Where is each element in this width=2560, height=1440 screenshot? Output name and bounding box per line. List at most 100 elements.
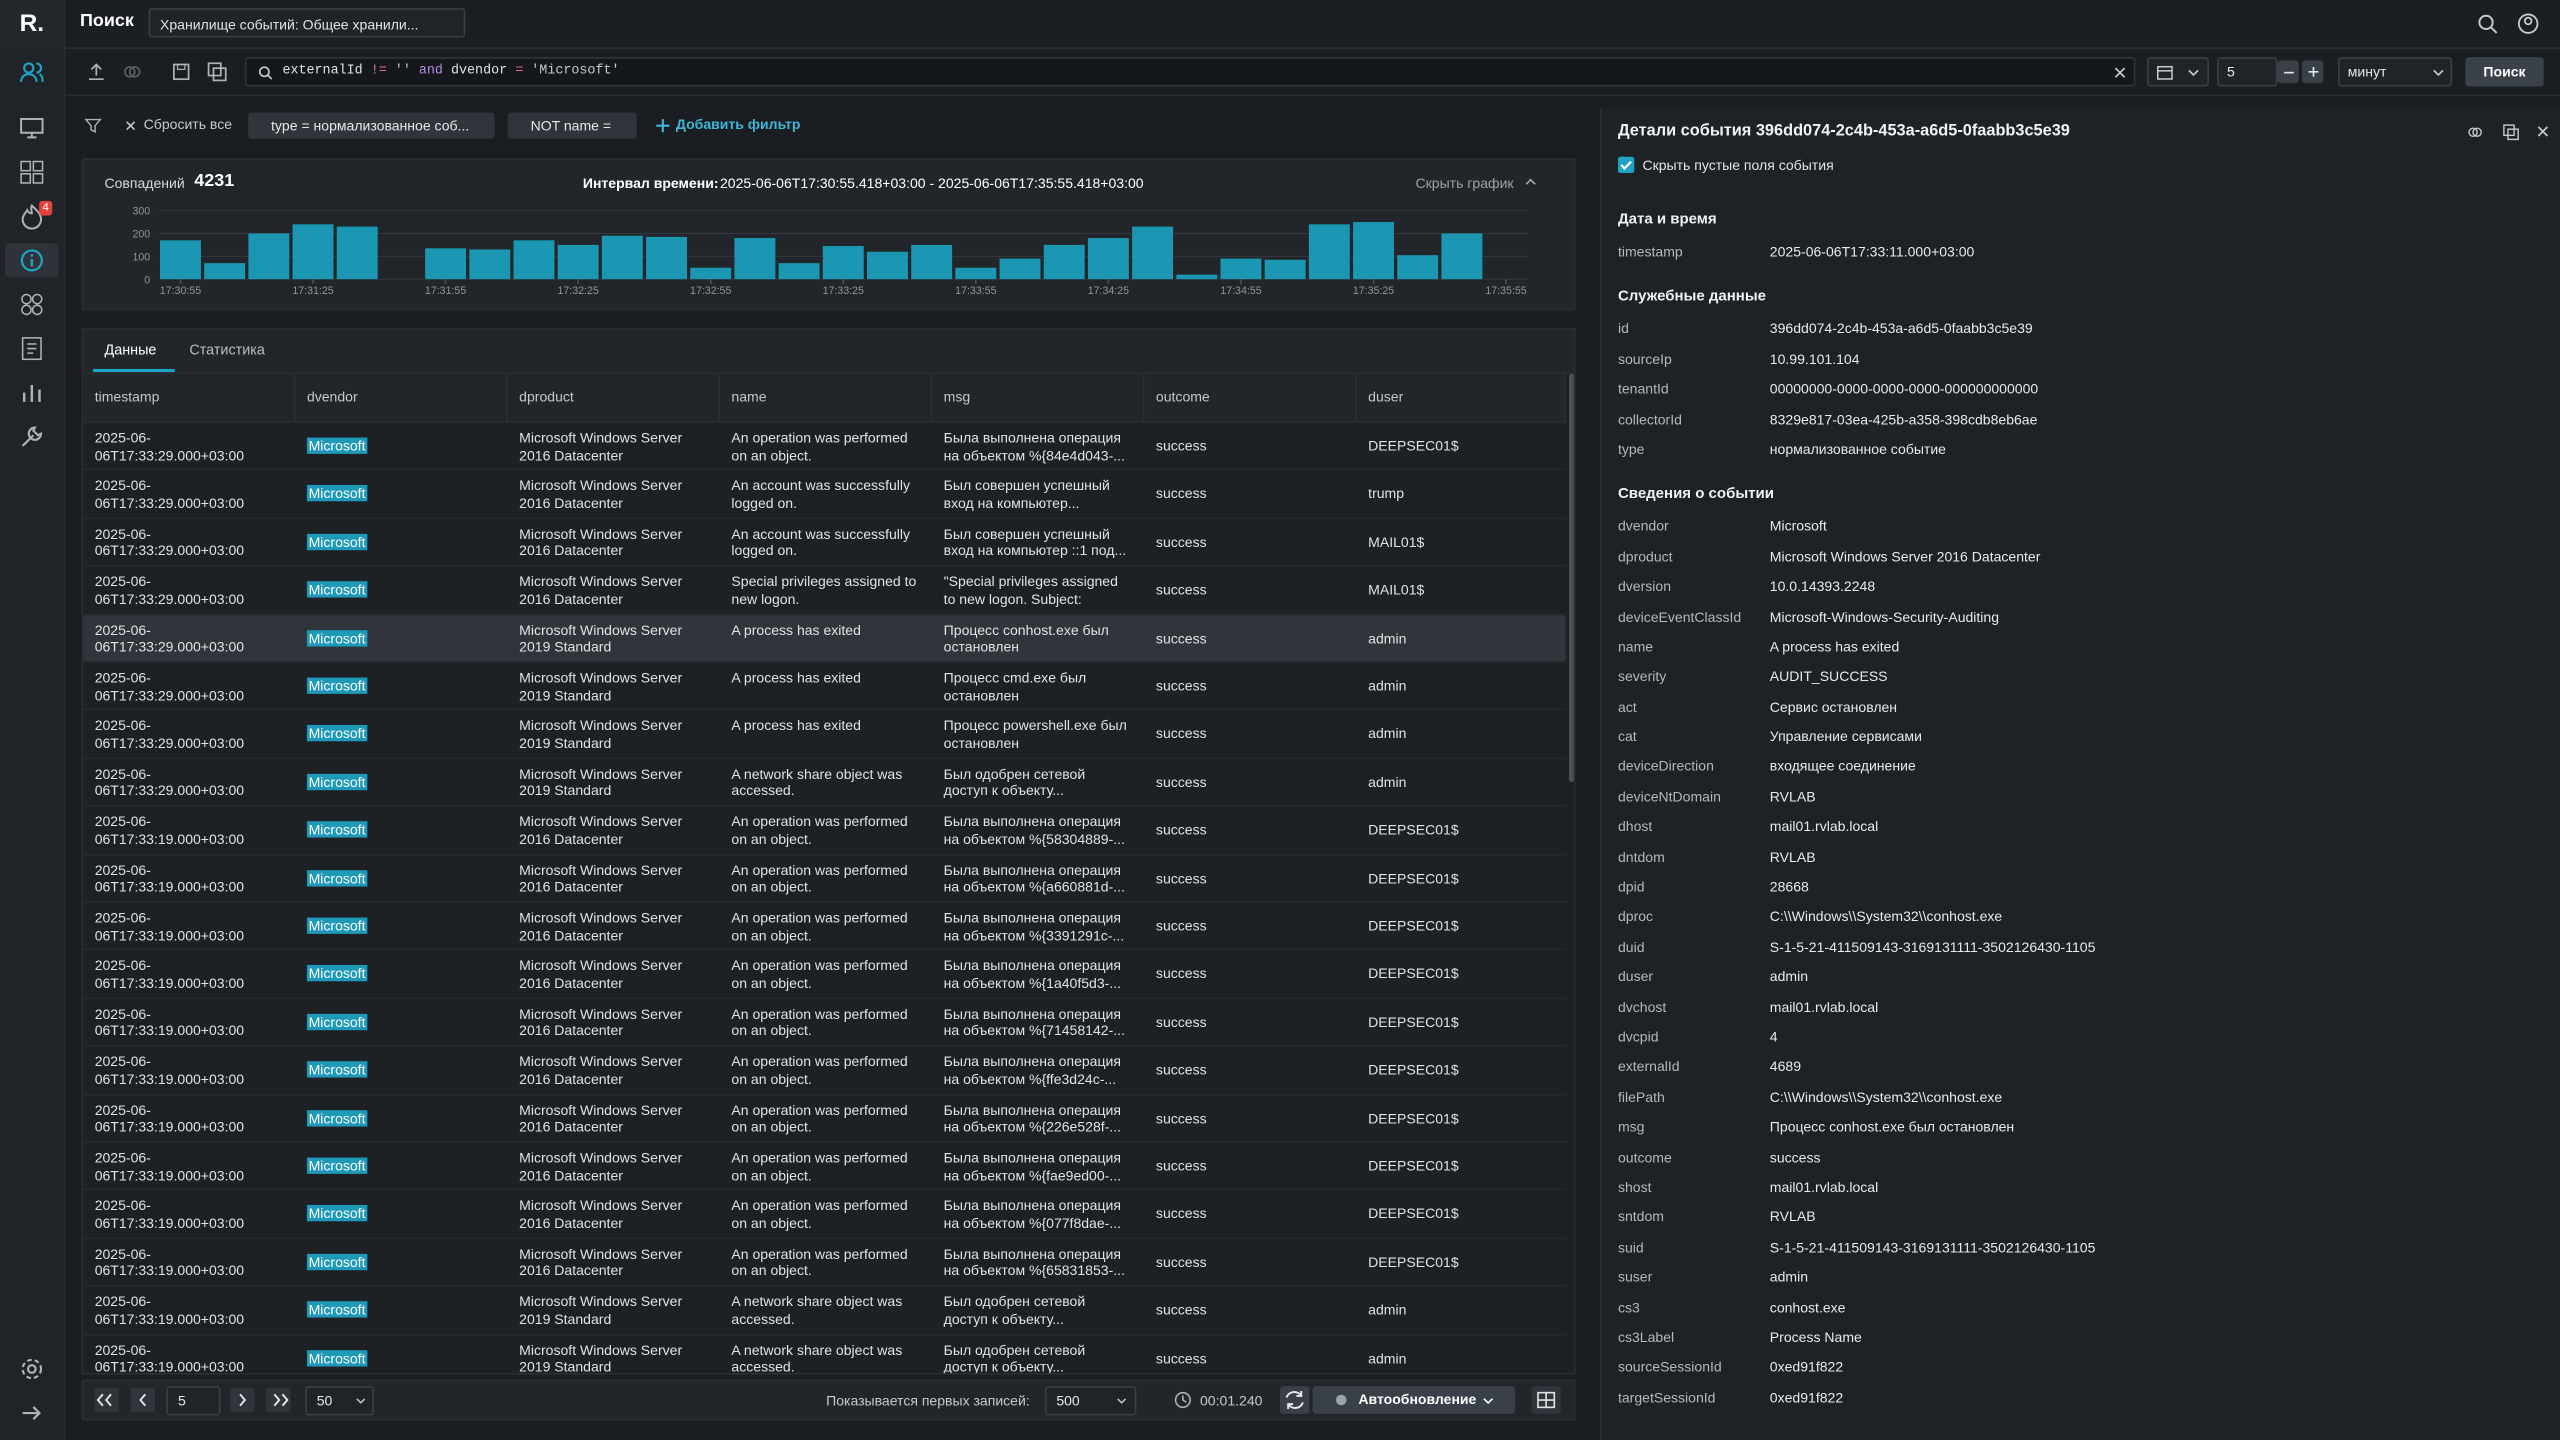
users-icon[interactable] [20, 60, 44, 84]
histogram-bar[interactable] [867, 252, 908, 279]
histogram-bar[interactable] [646, 237, 687, 279]
histogram-bar[interactable] [1265, 260, 1306, 279]
details-section-title[interactable]: Дата и время [1618, 202, 2549, 236]
table-row[interactable]: 2025-06-06T17:33:19.000+03:00MicrosoftMi… [83, 1093, 1565, 1141]
settings-icon[interactable] [20, 1357, 44, 1381]
histogram-bar[interactable] [1353, 222, 1394, 279]
hide-empty-label[interactable]: Скрыть пустые поля события [1642, 157, 1833, 173]
table-row[interactable]: 2025-06-06T17:33:19.000+03:00MicrosoftMi… [83, 949, 1565, 997]
details-section-title[interactable]: Сведения о событии [1618, 477, 2549, 511]
table-row[interactable]: 2025-06-06T17:33:29.000+03:00MicrosoftMi… [83, 517, 1565, 565]
column-header[interactable]: timestamp [83, 374, 295, 421]
histogram-bar[interactable] [1309, 224, 1350, 279]
assets-icon[interactable] [20, 292, 44, 316]
column-header[interactable]: dvendor [296, 374, 508, 421]
filter-icon[interactable] [85, 118, 101, 134]
period-unit[interactable]: минут [2338, 57, 2452, 86]
histogram-bar[interactable] [1220, 259, 1261, 280]
last-page[interactable] [266, 1388, 290, 1412]
histogram-bar[interactable] [823, 246, 864, 279]
table-row[interactable]: 2025-06-06T17:33:19.000+03:00MicrosoftMi… [83, 1141, 1565, 1189]
copy-icon[interactable] [207, 62, 227, 82]
histogram-bar[interactable] [293, 224, 334, 279]
histogram-bar[interactable] [558, 245, 599, 279]
reset-filters[interactable]: Сбросить все [144, 116, 232, 132]
table-row[interactable]: 2025-06-06T17:33:19.000+03:00MicrosoftMi… [83, 901, 1565, 949]
hide-empty-checkbox[interactable] [1618, 157, 1634, 173]
details-link[interactable] [2467, 124, 2483, 140]
histogram-bar[interactable] [955, 268, 996, 279]
details-section-title[interactable]: Служебные данные [1618, 280, 2549, 314]
table-row[interactable]: 2025-06-06T17:33:29.000+03:00MicrosoftMi… [83, 565, 1565, 613]
table-row[interactable]: 2025-06-06T17:33:29.000+03:00MicrosoftMi… [83, 757, 1565, 805]
table-row[interactable]: 2025-06-06T17:33:19.000+03:00MicrosoftMi… [83, 1333, 1565, 1374]
date-picker[interactable] [2147, 57, 2209, 86]
shown-select[interactable]: 500 [1045, 1386, 1136, 1415]
table-row[interactable]: 2025-06-06T17:33:19.000+03:00MicrosoftMi… [83, 853, 1565, 901]
histogram-bar[interactable] [1176, 275, 1217, 280]
table-row[interactable]: 2025-06-06T17:33:29.000+03:00MicrosoftMi… [83, 661, 1565, 709]
export-icon[interactable] [87, 62, 107, 82]
search-icon[interactable] [2477, 13, 2498, 34]
histogram-bar[interactable] [1132, 227, 1173, 280]
table-row[interactable]: 2025-06-06T17:33:19.000+03:00MicrosoftMi… [83, 1189, 1565, 1237]
table-row[interactable]: 2025-06-06T17:33:19.000+03:00MicrosoftMi… [83, 805, 1565, 853]
page-size[interactable]: 50 [305, 1386, 374, 1415]
save-icon[interactable] [171, 62, 191, 82]
histogram-bar[interactable] [160, 240, 201, 279]
histogram-bar[interactable] [1000, 259, 1041, 280]
filter-chip[interactable]: NOT name = [508, 113, 637, 139]
histogram-bar[interactable] [425, 248, 466, 279]
stats-icon[interactable] [20, 380, 44, 404]
table-row[interactable]: 2025-06-06T17:33:29.000+03:00MicrosoftMi… [83, 613, 1565, 661]
table-row[interactable]: 2025-06-06T17:33:29.000+03:00MicrosoftMi… [83, 709, 1565, 757]
reports-icon[interactable] [20, 336, 44, 360]
histogram-bar[interactable] [513, 240, 554, 279]
column-header[interactable]: msg [932, 374, 1144, 421]
auto-refresh[interactable]: Автообновление [1313, 1386, 1515, 1414]
tools-icon[interactable] [20, 424, 44, 448]
prev-page[interactable] [131, 1388, 155, 1412]
monitor-icon[interactable] [20, 116, 44, 140]
tab[interactable]: Статистика [189, 341, 264, 357]
details-copy[interactable] [2503, 124, 2519, 140]
histogram-bar[interactable] [1044, 245, 1085, 279]
column-header[interactable]: duser [1357, 374, 1566, 421]
histogram-bar[interactable] [690, 268, 731, 279]
histogram-bar[interactable] [911, 245, 952, 279]
filter-chip[interactable]: type = нормализованное соб... [248, 113, 495, 139]
table-row[interactable]: 2025-06-06T17:33:19.000+03:00MicrosoftMi… [83, 997, 1565, 1045]
table-row[interactable]: 2025-06-06T17:33:29.000+03:00MicrosoftMi… [83, 469, 1565, 517]
page-input[interactable]: 5 [167, 1386, 221, 1415]
decrement[interactable] [2278, 60, 2299, 83]
table-row[interactable]: 2025-06-06T17:33:19.000+03:00MicrosoftMi… [83, 1285, 1565, 1333]
refresh[interactable] [1280, 1386, 1309, 1414]
next-page[interactable] [230, 1388, 254, 1412]
period-value[interactable]: 5 [2217, 57, 2277, 86]
search-button[interactable]: Поиск [2465, 57, 2543, 86]
histogram-bar[interactable] [337, 227, 378, 280]
events-icon[interactable] [20, 248, 44, 272]
column-header[interactable]: name [720, 374, 932, 421]
link-icon[interactable] [122, 62, 142, 82]
logo[interactable]: R. [0, 0, 64, 47]
query-input[interactable]: externalId != '' and dvendor = 'Microsof… [245, 57, 2136, 86]
table-row[interactable]: 2025-06-06T17:33:19.000+03:00MicrosoftMi… [83, 1237, 1565, 1285]
add-filter[interactable]: Добавить фильтр [676, 116, 801, 132]
table-row[interactable]: 2025-06-06T17:33:29.000+03:00MicrosoftMi… [83, 421, 1565, 469]
histogram-bar[interactable] [1441, 233, 1482, 279]
tab[interactable]: Данные [104, 341, 156, 357]
histogram-bar[interactable] [204, 263, 245, 279]
profile-icon[interactable] [2518, 13, 2539, 34]
clear-query[interactable] [2114, 67, 2125, 78]
histogram-bar[interactable] [779, 263, 820, 279]
table-row[interactable]: 2025-06-06T17:33:19.000+03:00MicrosoftMi… [83, 1045, 1565, 1093]
first-page[interactable] [95, 1388, 119, 1412]
histogram-bar[interactable] [734, 238, 775, 279]
histogram-bar[interactable] [1088, 238, 1129, 279]
expand-icon[interactable] [20, 1401, 44, 1425]
column-header[interactable]: outcome [1144, 374, 1356, 421]
details-close[interactable] [2537, 126, 2548, 137]
storage-select[interactable]: Хранилище событий: Общее хранили... [149, 8, 466, 37]
dashboard-icon[interactable] [20, 160, 44, 184]
